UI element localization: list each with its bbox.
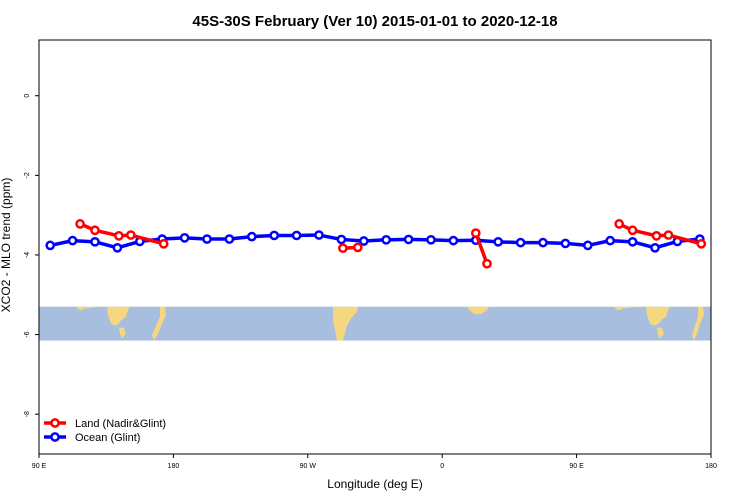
map-land-3 [333,306,358,341]
data-point [90,225,100,236]
x-tick-label-5: 180 [705,463,717,470]
data-point [403,234,414,245]
data-point [246,231,257,242]
data-point [448,235,459,246]
data-point [470,228,481,238]
data-point [336,234,347,245]
data-point [358,236,369,246]
data-point [515,237,526,248]
data-point [112,242,123,253]
map-land-7 [692,306,704,341]
data-point [627,236,638,247]
y-axis: 0 -2 -4 -6 -8 [24,94,39,417]
map-land-5 [614,306,670,326]
data-point [291,230,302,241]
map-land-1 [119,327,126,339]
data-point [202,234,212,244]
data-point [125,230,136,240]
plot-frame [38,39,712,455]
legend-marker-0 [50,418,60,428]
x-tick-label-1: 180 [168,463,180,470]
series-land [75,219,707,269]
x-axis-label: Longitude (deg E) [327,477,422,491]
x-tick-label-3: 0 [440,463,444,470]
world-map-band [39,306,711,341]
legend: Land (Nadir&Glint) Ocean (Glint) [44,418,166,444]
data-point [381,234,392,245]
x-tick-label-4: 90 E [569,463,584,470]
legend-label-1: Ocean (Glint) [75,432,140,444]
data-point [114,231,124,241]
data-point [627,225,638,236]
data-point [224,234,235,244]
map-land-6 [657,327,664,339]
data-point [651,231,662,241]
series-line-2 [474,232,489,265]
data-point [696,238,707,249]
series-layer [45,219,707,269]
data-point [560,238,571,249]
data-point [482,258,492,269]
data-point [493,236,504,247]
x-axis: 90 E 180 90 W 0 90 E 180 [32,454,717,470]
series-ocean [45,230,705,253]
y-tick-label-2: -4 [24,252,31,258]
data-point [582,240,593,251]
series-line-0 [49,233,700,250]
data-point [538,237,548,248]
data-point [45,240,56,251]
x-tick-label-2: 90 W [300,463,317,470]
legend-marker-1 [50,432,60,442]
y-tick-label-1: -2 [24,172,31,178]
chart-title: 45S-30S February (Ver 10) 2015-01-01 to … [192,13,557,30]
data-point [605,235,616,246]
map-land-2 [152,306,166,341]
data-point [179,232,190,243]
data-point [158,238,169,249]
y-tick-label-3: -6 [24,331,31,337]
legend-label-0: Land (Nadir&Glint) [75,418,166,430]
y-tick-label-0: 0 [24,94,31,98]
y-axis-label: XCO2 - MLO trend (ppm) [0,178,13,313]
data-point [90,236,100,247]
data-point [663,230,674,240]
data-point [67,235,78,246]
map-land-0 [76,306,130,326]
data-point [314,230,324,240]
data-point [614,219,625,229]
y-tick-label-4: -8 [24,411,31,417]
map-ocean [39,306,711,341]
map-land-4 [467,306,489,315]
data-point [269,230,280,241]
data-point [426,234,436,245]
x-tick-label-0: 90 E [32,463,47,470]
data-point [338,243,348,254]
data-point [650,242,660,253]
data-point [352,242,363,253]
data-point [75,219,85,229]
